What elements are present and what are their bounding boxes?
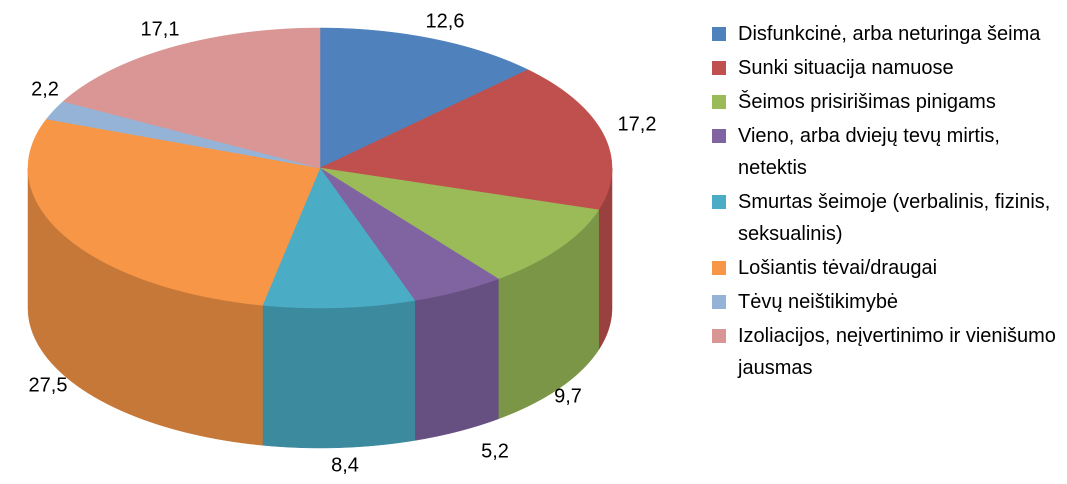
legend-swatch <box>712 295 726 309</box>
slice <box>45 101 321 169</box>
data-label: 17,2 <box>618 113 657 135</box>
legend-label: Smurtas šeimoje (verbalinis, fizinis, se… <box>738 191 1051 245</box>
slice <box>319 167 600 280</box>
data-label: 12,6 <box>426 10 465 32</box>
legend-item: Sunki situacija namuose <box>712 52 1057 84</box>
legend-label: Vieno, arba dviejų tevų mirtis, netektis <box>738 125 1000 179</box>
legend-item: Izoliacijos, neįvertinimo ir vienišumo j… <box>712 320 1057 384</box>
legend-item: Lošiantis tėvai/draugai <box>712 252 1057 284</box>
legend-label: Izoliacijos, neįvertinimo ir vienišumo j… <box>738 325 1056 379</box>
legend-label: Sunki situacija namuose <box>738 57 954 79</box>
slice-side <box>414 278 499 441</box>
data-label: 5,2 <box>481 440 509 462</box>
legend-item: Vieno, arba dviejų tevų mirtis, netektis <box>712 120 1057 184</box>
legend-label: Disfunkcinė, arba neturinga šeima <box>738 23 1041 45</box>
slice <box>319 69 613 211</box>
slice <box>262 167 416 309</box>
legend-label: Tėvų neištikimybė <box>738 291 899 313</box>
slice <box>62 27 321 169</box>
data-label: 9,7 <box>554 385 582 407</box>
data-label: 17,1 <box>141 18 180 40</box>
legend-swatch <box>712 329 726 343</box>
data-label: 27,5 <box>29 374 68 396</box>
slice <box>27 118 321 306</box>
slice-side <box>262 300 415 449</box>
data-label: 2,2 <box>31 78 59 100</box>
legend-item: Disfunkcinė, arba neturinga šeima <box>712 18 1057 50</box>
legend-label: Lošiantis tėvai/draugai <box>738 257 938 279</box>
legend-label: Šeimos prisirišimas pinigams <box>738 91 996 113</box>
legend-swatch <box>712 261 726 275</box>
legend: Disfunkcinė, arba neturinga šeima Sunki s… <box>712 18 1057 386</box>
legend-swatch <box>712 95 726 109</box>
legend-swatch <box>712 61 726 75</box>
slice <box>319 167 499 301</box>
legend-item: Smurtas šeimoje (verbalinis, fizinis, se… <box>712 186 1057 250</box>
pie-area: 12,6 17,2 9,7 5,2 8,4 27,5 2,2 17,1 <box>27 10 657 476</box>
legend-item: Tėvų neištikimybė <box>712 286 1057 318</box>
data-label: 8,4 <box>331 454 359 476</box>
legend-swatch <box>712 129 726 143</box>
slice <box>319 27 529 169</box>
legend-swatch <box>712 195 726 209</box>
legend-item: Šeimos prisirišimas pinigams <box>712 86 1057 118</box>
legend-swatch <box>712 27 726 41</box>
